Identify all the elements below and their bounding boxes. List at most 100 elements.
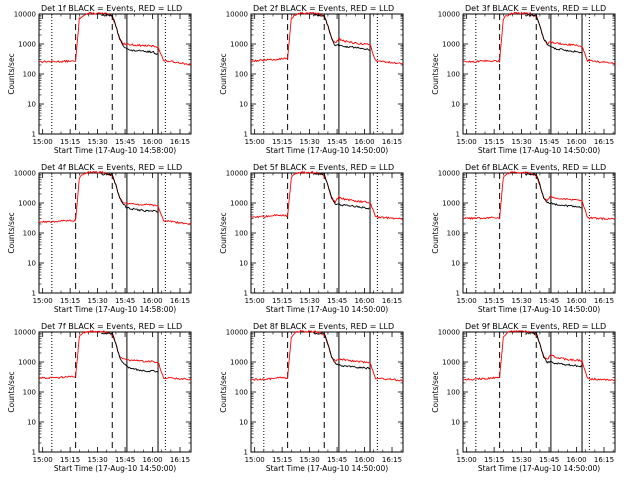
panel: Det 7f BLACK = Events, RED = LLD 1 10 100 10… (7, 322, 192, 473)
y-tick-label: 1 (32, 290, 36, 298)
x-tick-label: 15:30 (88, 297, 108, 305)
x-tick-label: 15:00 (457, 456, 477, 464)
y-axis-label: Counts/sec (219, 53, 228, 94)
panel-title: Det 2f BLACK = Events, RED = LLD (253, 4, 394, 13)
x-tick-label: 15:30 (512, 138, 532, 146)
y-tick-label: 10000 (226, 329, 248, 337)
y-tick-label: 10000 (438, 170, 460, 178)
y-tick-label: 1000 (18, 200, 36, 208)
y-axis-label: Counts/sec (431, 371, 440, 412)
y-axis-label: Counts/sec (219, 371, 228, 412)
x-tick-label: 15:00 (245, 456, 265, 464)
x-tick-label: 15:15 (272, 456, 292, 464)
y-tick-label: 1 (456, 290, 460, 298)
y-tick-label: 10 (451, 419, 460, 427)
x-tick-label: 15:45 (327, 456, 347, 464)
x-tick-label: 15:45 (539, 297, 559, 305)
panel-title: Det 4f BLACK = Events, RED = LLD (41, 163, 182, 172)
y-tick-label: 10 (27, 419, 36, 427)
x-tick-label: 15:15 (484, 297, 504, 305)
y-tick-label: 10 (239, 260, 248, 268)
series-line-lld (462, 171, 616, 221)
series-line-lld (38, 170, 192, 226)
x-tick-label: 15:30 (88, 456, 108, 464)
y-tick-label: 100 (235, 230, 248, 238)
series-line-lld (250, 11, 404, 65)
x-tick-label: 15:15 (60, 456, 80, 464)
y-tick-label: 1000 (442, 359, 460, 367)
y-tick-label: 100 (235, 71, 248, 79)
series-line-events (525, 332, 583, 368)
plot-frame (462, 13, 616, 135)
y-tick-label: 10 (451, 260, 460, 268)
x-tick-label: 16:00 (354, 138, 374, 146)
y-tick-label: 10000 (226, 11, 248, 19)
y-tick-label: 10000 (14, 11, 36, 19)
x-tick-label: 15:45 (539, 456, 559, 464)
series-line-events (101, 172, 159, 213)
panel: Det 5f BLACK = Events, RED = LLD 1 10 100 10… (219, 163, 404, 314)
x-tick-label: 16:15 (594, 138, 614, 146)
x-axis-label: Start Time (17-Aug-10 14:50:00) (54, 464, 176, 473)
x-tick-label: 16:15 (594, 297, 614, 305)
x-axis-label: Start Time (17-Aug-10 14:50:00) (266, 146, 388, 155)
plot-frame (38, 331, 192, 453)
x-tick-label: 15:45 (539, 138, 559, 146)
panel-title: Det 3f BLACK = Events, RED = LLD (465, 4, 606, 13)
panel-title: Det 1f BLACK = Events, RED = LLD (41, 4, 182, 13)
x-tick-label: 16:00 (142, 297, 162, 305)
series-line-lld (38, 330, 192, 381)
series-line-events (313, 173, 371, 210)
x-tick-label: 16:00 (566, 138, 586, 146)
panel-title: Det 8f BLACK = Events, RED = LLD (253, 322, 394, 331)
y-tick-label: 1000 (18, 41, 36, 49)
y-tick-label: 1 (32, 131, 36, 139)
x-axis-label: Start Time (17-Aug-10 14:50:00) (266, 305, 388, 314)
x-tick-label: 16:00 (142, 138, 162, 146)
plot-frame (38, 172, 192, 294)
panel: Det 6f BLACK = Events, RED = LLD 1 10 100 10… (431, 163, 616, 314)
y-tick-label: 1000 (442, 41, 460, 49)
y-tick-label: 100 (235, 389, 248, 397)
y-tick-label: 10000 (438, 329, 460, 337)
x-tick-label: 15:45 (327, 138, 347, 146)
y-tick-label: 100 (447, 389, 460, 397)
panel: Det 9f BLACK = Events, RED = LLD 1 10 100 10… (431, 322, 616, 473)
x-tick-label: 16:15 (382, 456, 402, 464)
plot-frame (250, 172, 404, 294)
x-axis-label: Start Time (17-Aug-10 14:50:00) (478, 305, 600, 314)
y-tick-label: 100 (447, 71, 460, 79)
x-tick-label: 15:30 (300, 456, 320, 464)
x-axis-label: Start Time (17-Aug-10 14:58:00) (54, 305, 176, 314)
x-axis-label: Start Time (17-Aug-10 14:50:00) (266, 464, 388, 473)
x-tick-label: 16:15 (170, 297, 190, 305)
y-tick-label: 1000 (18, 359, 36, 367)
x-axis-label: Start Time (17-Aug-10 14:58:00) (54, 146, 176, 155)
plot-frame (38, 13, 192, 135)
x-tick-label: 16:15 (594, 456, 614, 464)
series-line-events (524, 173, 583, 209)
x-tick-label: 15:15 (484, 456, 504, 464)
y-axis-label: Counts/sec (431, 53, 440, 94)
x-tick-label: 15:30 (512, 297, 532, 305)
x-tick-label: 15:30 (300, 138, 320, 146)
x-tick-label: 15:30 (300, 297, 320, 305)
y-tick-label: 1 (244, 131, 248, 139)
x-tick-label: 16:15 (382, 297, 402, 305)
y-tick-label: 1 (456, 131, 460, 139)
y-tick-label: 10 (239, 419, 248, 427)
x-tick-label: 16:00 (354, 456, 374, 464)
panel: Det 3f BLACK = Events, RED = LLD 1 10 100 10… (431, 4, 616, 155)
y-tick-label: 10000 (438, 11, 460, 19)
panel: Det 1f BLACK = Events, RED = LLD 1 10 100 10… (7, 4, 192, 155)
y-tick-label: 1 (244, 290, 248, 298)
series-line-lld (462, 11, 616, 65)
y-tick-label: 10 (27, 101, 36, 109)
y-axis-label: Counts/sec (7, 212, 16, 253)
x-tick-label: 15:30 (88, 138, 108, 146)
panel-title: Det 7f BLACK = Events, RED = LLD (41, 322, 182, 331)
x-tick-label: 16:15 (170, 138, 190, 146)
y-tick-label: 1 (456, 449, 460, 457)
y-tick-label: 10 (239, 101, 248, 109)
